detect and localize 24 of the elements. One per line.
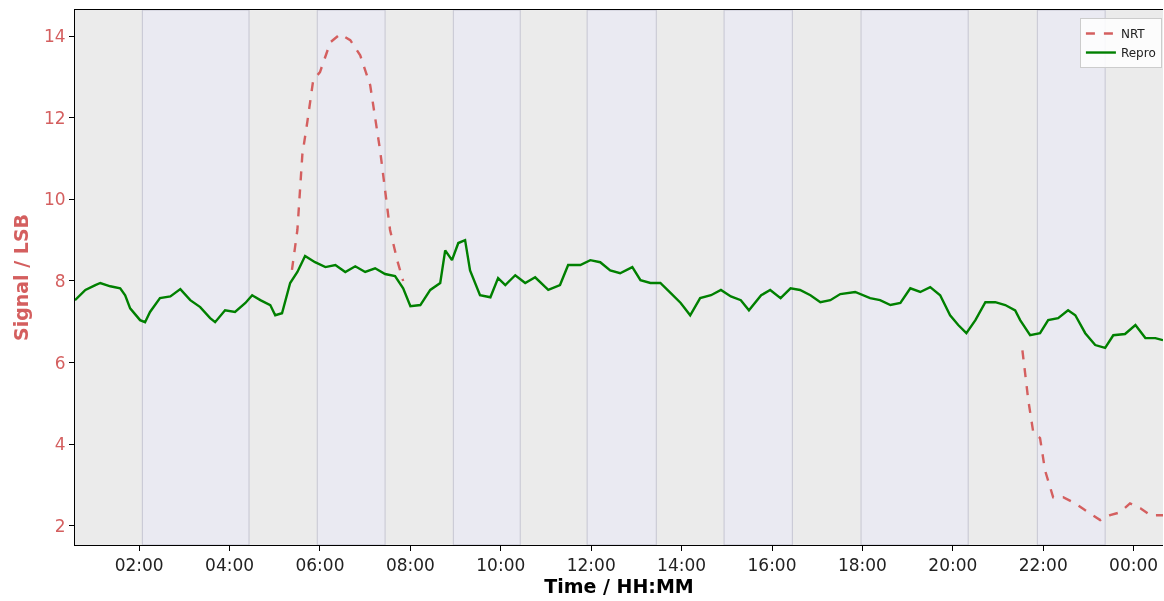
legend-label: Repro: [1120, 46, 1156, 61]
x-tick-label: 20:00: [928, 555, 978, 576]
x-tick-label: 12:00: [566, 555, 616, 576]
y-tick-label: 14: [43, 26, 66, 47]
y-tick-label: 10: [43, 189, 66, 210]
y-tick-label: 2: [54, 515, 66, 536]
line-series: [75, 238, 1163, 350]
y-tick-label: 6: [54, 352, 66, 373]
x-tick-label: 06:00: [295, 555, 345, 576]
y-tick-label: 4: [54, 434, 66, 455]
x-tick-label: 22:00: [1018, 555, 1068, 576]
x-tick-label: 10:00: [476, 555, 526, 576]
legend-label: NRT: [1120, 27, 1146, 42]
x-axis-title: Time / HH:MM: [544, 575, 694, 598]
x-tick-label: 02:00: [114, 555, 164, 576]
x-tick-label: 18:00: [837, 555, 887, 576]
y-axis-title: Signal / LSB: [9, 213, 32, 342]
x-tick-label: 14:00: [657, 555, 707, 576]
x-tick-label: 08:00: [385, 555, 435, 576]
x-tick-label: 00:00: [1109, 555, 1159, 576]
y-tick-label: 12: [43, 107, 66, 128]
y-tick-label: 8: [54, 270, 66, 291]
x-tick-label: 16:00: [747, 555, 797, 576]
x-tick-label: 04:00: [205, 555, 255, 576]
